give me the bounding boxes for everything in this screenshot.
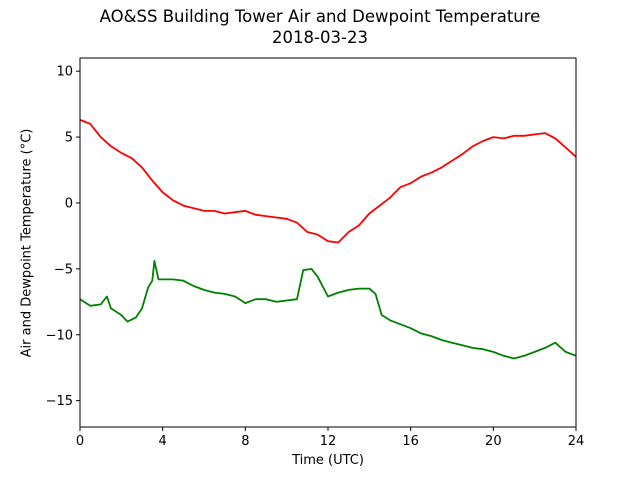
y-tick-label: −15: [46, 394, 73, 409]
chart-subtitle-date: 2018-03-23: [272, 28, 368, 47]
series-layer: [79, 119, 577, 360]
y-axis-label: Air and Dewpoint Temperature (°C): [19, 128, 35, 358]
x-tick-label: 4: [159, 434, 167, 449]
y-axis-ticks: −15 −10 −5 0 5 10: [46, 65, 80, 409]
chart-title: AO&SS Building Tower Air and Dewpoint Te…: [99, 7, 541, 26]
y-tick-label: −5: [54, 262, 73, 277]
series-line-0: [79, 119, 577, 244]
y-tick-label: 0: [65, 196, 73, 211]
y-tick-label: 5: [65, 131, 73, 146]
x-tick-label: 0: [76, 434, 84, 449]
y-tick-label: −10: [46, 328, 73, 343]
x-tick-label: 24: [568, 434, 585, 449]
x-axis-label: Time (UTC): [292, 453, 364, 468]
x-tick-label: 8: [241, 434, 249, 449]
x-tick-label: 16: [402, 434, 419, 449]
x-tick-label: 12: [320, 434, 337, 449]
x-axis-ticks: 0 4 8 12 16 20 24: [76, 427, 584, 449]
x-tick-label: 20: [485, 434, 502, 449]
axes-frame: [79, 57, 577, 428]
y-tick-label: 10: [56, 65, 73, 80]
series-line-1: [79, 259, 577, 360]
